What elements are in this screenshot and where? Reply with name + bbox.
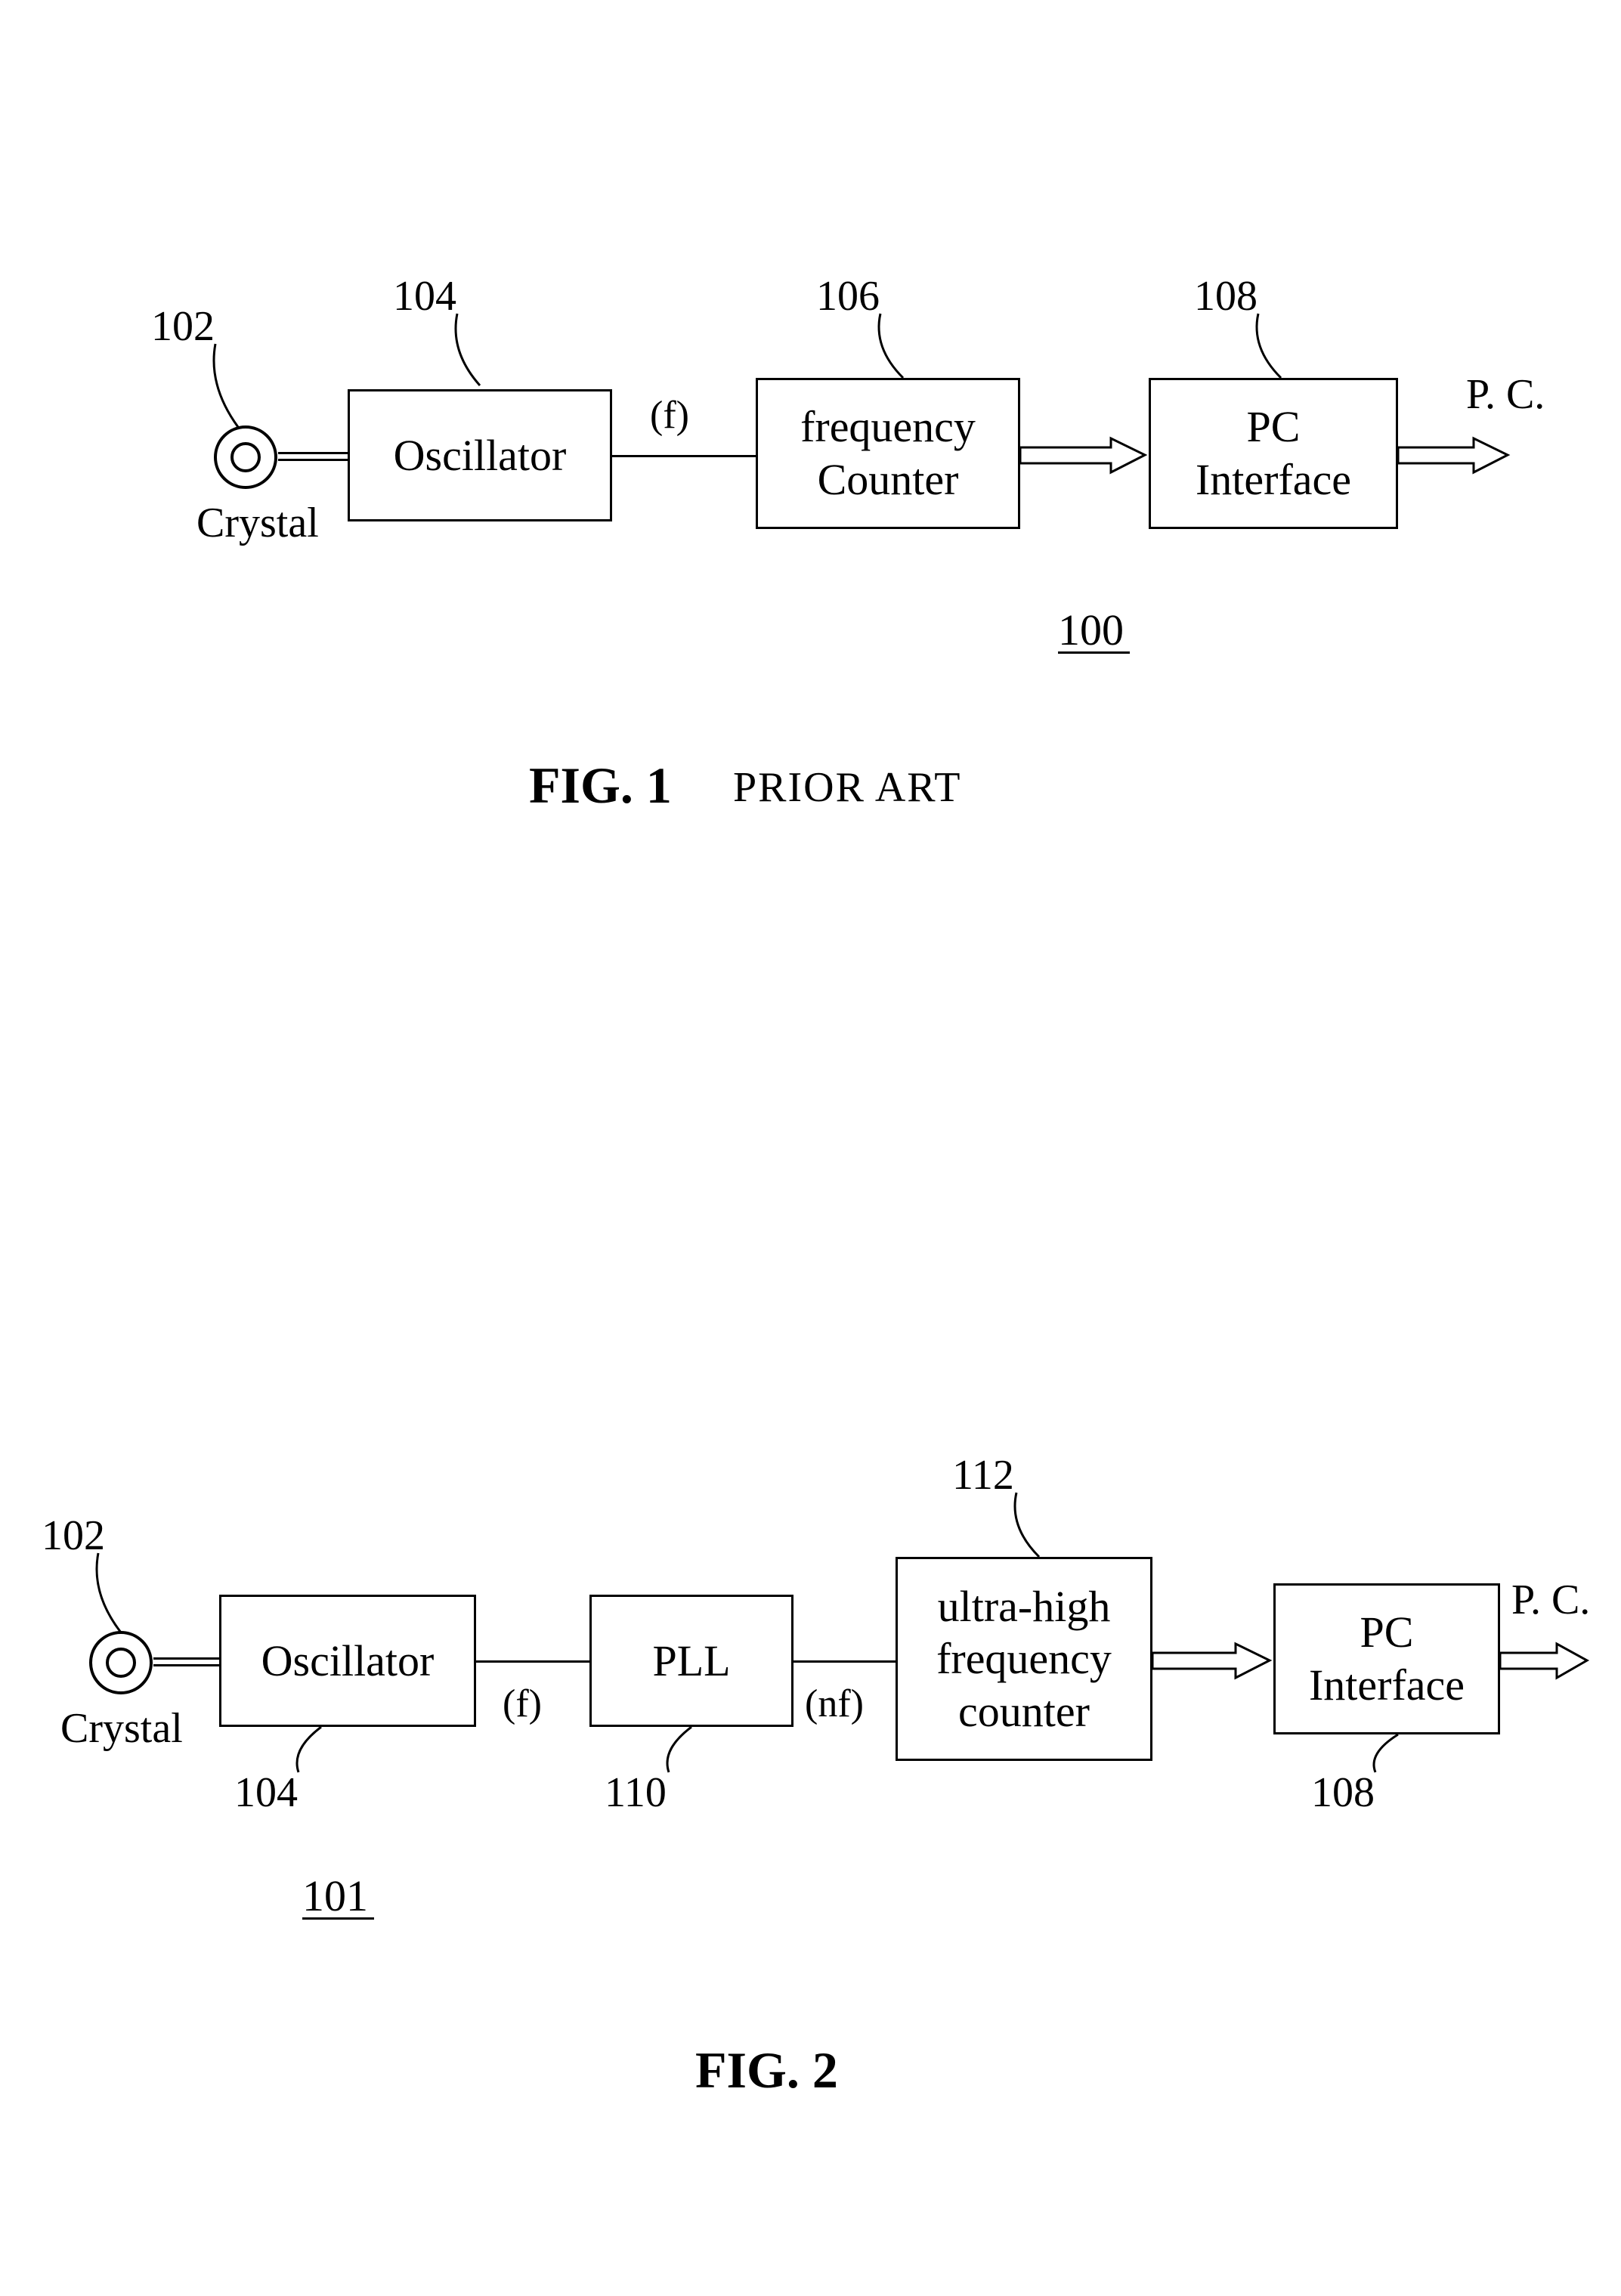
figure-ref: 100	[1058, 605, 1124, 655]
signal-f: (f)	[503, 1682, 542, 1726]
crystal-symbol	[87, 1629, 155, 1700]
figure-ref: 101	[302, 1871, 368, 1921]
wire-double	[153, 1657, 219, 1666]
crystal-label: Crystal	[196, 499, 319, 547]
wire	[476, 1660, 589, 1663]
counter-line2: frequency	[936, 1632, 1112, 1685]
leader-curve	[287, 1723, 333, 1776]
pc-interface-block: PC Interface	[1149, 378, 1398, 529]
figure-caption: FIG. 1	[529, 756, 672, 815]
figure-ref-underline	[302, 1917, 374, 1920]
interface-line2: Interface	[1309, 1659, 1465, 1712]
crystal-label: Crystal	[60, 1704, 183, 1753]
wire	[612, 455, 756, 457]
leader-curve	[446, 310, 491, 393]
hollow-arrow	[1020, 435, 1149, 480]
crystal-symbol	[212, 423, 280, 495]
uhf-counter-block: ultra-high frequency counter	[896, 1557, 1152, 1761]
oscillator-text: Oscillator	[261, 1635, 435, 1688]
counter-line3: counter	[958, 1685, 1090, 1738]
leader-curve	[657, 1723, 703, 1776]
hollow-arrow	[1398, 435, 1511, 480]
counter-line2: Counter	[818, 453, 959, 506]
wire	[793, 1660, 896, 1663]
leader-curve	[1005, 1489, 1050, 1561]
figure-caption: FIG. 2	[695, 2041, 838, 2100]
leader-curve	[1247, 310, 1292, 382]
signal-nf: (nf)	[805, 1682, 864, 1726]
hollow-arrow	[1152, 1640, 1273, 1685]
oscillator-block: Oscillator	[219, 1595, 476, 1727]
signal-f: (f)	[650, 393, 689, 438]
hollow-arrow	[1500, 1640, 1591, 1685]
counter-line1: frequency	[800, 401, 976, 453]
interface-line1: PC	[1360, 1606, 1414, 1659]
leader-curve	[1364, 1731, 1409, 1776]
oscillator-block: Oscillator	[348, 389, 612, 521]
leader-curve	[204, 340, 249, 431]
pc-output: P. C.	[1466, 370, 1545, 419]
wire-double	[278, 452, 348, 461]
pc-interface-block: PC Interface	[1273, 1583, 1500, 1734]
interface-line2: Interface	[1196, 453, 1351, 506]
oscillator-text: Oscillator	[394, 429, 567, 482]
figure-ref-underline	[1058, 651, 1130, 654]
figure-1: Crystal 102 Oscillator 104 (f) frequency…	[0, 0, 1621, 982]
figure-2: Crystal 102 Oscillator 104 (f) PLL 110 (…	[0, 1209, 1621, 2267]
leader-curve	[87, 1549, 132, 1636]
frequency-counter-block: frequency Counter	[756, 378, 1020, 529]
pll-block: PLL	[589, 1595, 793, 1727]
counter-line1: ultra-high	[938, 1580, 1111, 1633]
pc-output: P. C.	[1511, 1576, 1590, 1624]
interface-line1: PC	[1247, 401, 1301, 453]
leader-curve	[869, 310, 914, 382]
figure-subcaption: PRIOR ART	[733, 763, 961, 812]
pll-text: PLL	[652, 1635, 730, 1688]
